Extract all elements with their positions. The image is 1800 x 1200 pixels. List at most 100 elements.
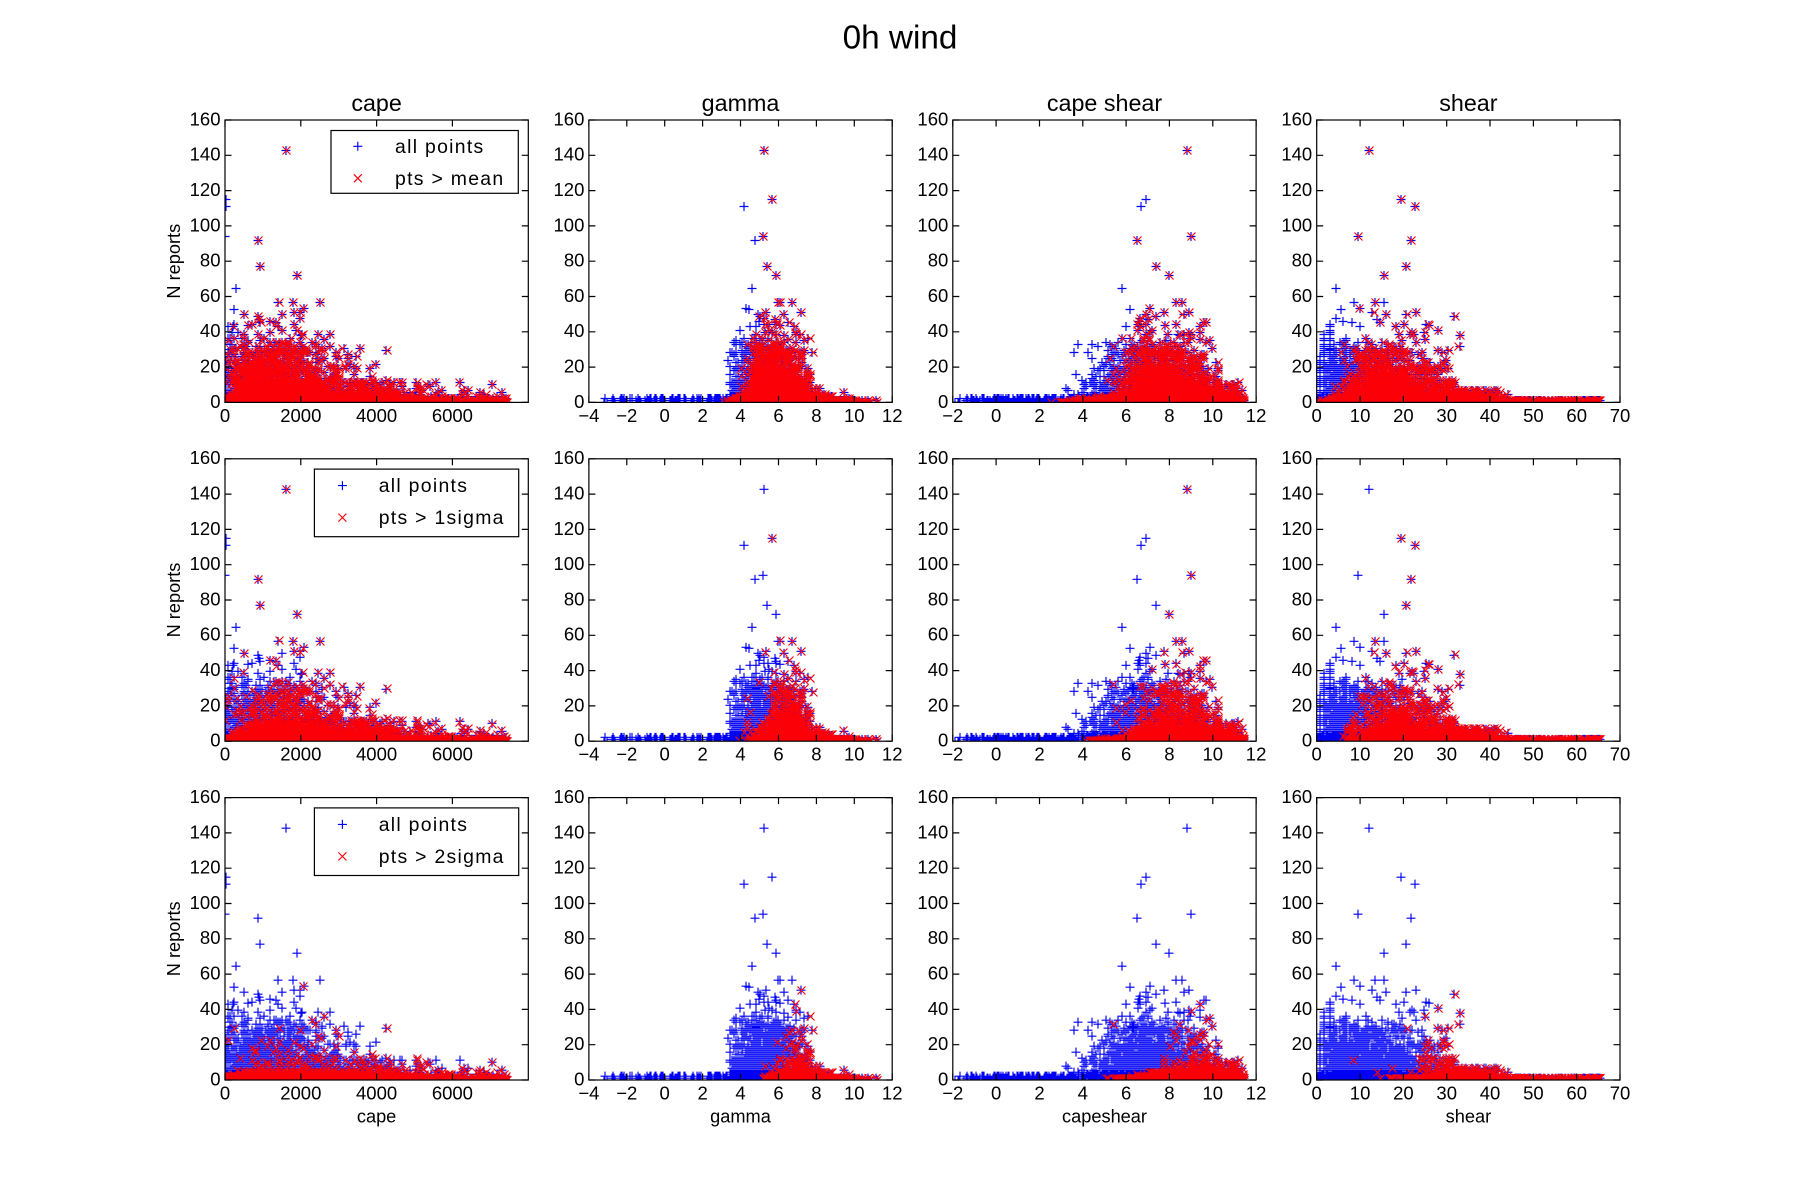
svg-text:gamma: gamma [710,1107,772,1127]
svg-text:10: 10 [1350,744,1371,765]
svg-text:50: 50 [1523,744,1544,765]
svg-text:0: 0 [1302,1068,1312,1089]
svg-text:60: 60 [1566,1083,1587,1104]
svg-text:0: 0 [991,744,1001,765]
svg-text:40: 40 [200,320,221,341]
svg-text:cape: cape [351,90,402,116]
svg-text:40: 40 [564,659,585,680]
svg-text:40: 40 [1292,320,1313,341]
svg-text:60: 60 [1292,285,1313,306]
svg-text:0h wind: 0h wind [843,20,958,57]
svg-text:140: 140 [1281,483,1312,504]
svg-text:160: 160 [190,108,221,129]
svg-text:12: 12 [1246,744,1267,765]
svg-text:20: 20 [1393,744,1414,765]
svg-text:80: 80 [928,250,949,271]
svg-text:20: 20 [200,694,221,715]
svg-text:8: 8 [1164,744,1174,765]
svg-text:6: 6 [1121,405,1131,426]
svg-text:100: 100 [554,892,585,913]
svg-text:20: 20 [1393,1083,1414,1104]
svg-text:6000: 6000 [432,744,473,765]
svg-text:0: 0 [574,391,584,412]
svg-text:2: 2 [697,1083,707,1104]
svg-text:10: 10 [1203,405,1224,426]
svg-text:20: 20 [1292,694,1313,715]
svg-text:140: 140 [917,821,948,842]
svg-text:40: 40 [1292,998,1313,1019]
svg-text:40: 40 [1480,405,1501,426]
svg-text:−2: −2 [942,744,963,765]
svg-text:30: 30 [1436,405,1457,426]
svg-text:−2: −2 [616,1083,637,1104]
svg-text:0: 0 [220,405,230,426]
svg-text:20: 20 [200,356,221,377]
svg-text:80: 80 [200,927,221,948]
svg-text:N reports: N reports [164,224,184,299]
svg-text:4: 4 [735,405,745,426]
svg-text:120: 120 [917,179,948,200]
svg-text:0: 0 [938,1068,948,1089]
svg-text:pts > 1sigma: pts > 1sigma [379,507,505,529]
svg-text:60: 60 [928,624,949,645]
svg-text:4000: 4000 [356,1083,397,1104]
svg-text:0: 0 [660,744,670,765]
svg-text:4000: 4000 [356,405,397,426]
svg-text:12: 12 [882,744,903,765]
svg-text:0: 0 [1312,1083,1322,1104]
svg-text:60: 60 [928,285,949,306]
svg-text:8: 8 [811,1083,821,1104]
svg-text:140: 140 [190,821,221,842]
svg-text:80: 80 [200,588,221,609]
svg-text:2: 2 [697,744,707,765]
svg-text:160: 160 [917,786,948,807]
svg-text:4: 4 [1078,744,1088,765]
svg-text:cape: cape [357,1107,396,1127]
svg-text:6: 6 [773,405,783,426]
svg-text:2: 2 [697,405,707,426]
svg-text:70: 70 [1610,1083,1631,1104]
svg-text:6: 6 [773,1083,783,1104]
svg-text:2000: 2000 [280,744,321,765]
svg-text:0: 0 [938,391,948,412]
svg-text:10: 10 [844,1083,865,1104]
svg-text:10: 10 [1350,405,1371,426]
svg-text:2: 2 [1034,744,1044,765]
svg-text:0: 0 [210,391,220,412]
svg-text:80: 80 [928,927,949,948]
svg-text:8: 8 [1164,405,1174,426]
svg-text:shear: shear [1446,1107,1492,1127]
svg-text:60: 60 [564,624,585,645]
svg-text:12: 12 [882,405,903,426]
svg-text:0: 0 [574,1068,584,1089]
svg-text:120: 120 [1281,857,1312,878]
svg-text:4: 4 [1078,1083,1088,1104]
svg-text:160: 160 [554,786,585,807]
svg-text:100: 100 [554,553,585,574]
svg-text:40: 40 [200,659,221,680]
svg-text:8: 8 [811,405,821,426]
svg-text:12: 12 [1246,405,1267,426]
svg-text:100: 100 [917,214,948,235]
svg-text:shear: shear [1439,90,1498,116]
svg-text:gamma: gamma [702,90,780,116]
svg-text:100: 100 [554,214,585,235]
svg-text:40: 40 [928,320,949,341]
svg-text:4000: 4000 [356,744,397,765]
svg-text:10: 10 [844,744,865,765]
svg-text:80: 80 [564,927,585,948]
svg-text:160: 160 [917,108,948,129]
svg-text:40: 40 [564,320,585,341]
svg-text:160: 160 [190,447,221,468]
svg-text:140: 140 [554,144,585,165]
svg-text:cape shear: cape shear [1047,90,1163,116]
svg-text:20: 20 [564,356,585,377]
svg-text:0: 0 [1302,730,1312,751]
svg-text:60: 60 [1292,624,1313,645]
svg-text:pts > mean: pts > mean [395,168,504,190]
svg-text:20: 20 [1292,356,1313,377]
svg-text:all points: all points [395,136,485,158]
svg-text:140: 140 [1281,144,1312,165]
svg-text:20: 20 [928,694,949,715]
svg-text:2000: 2000 [280,1083,321,1104]
